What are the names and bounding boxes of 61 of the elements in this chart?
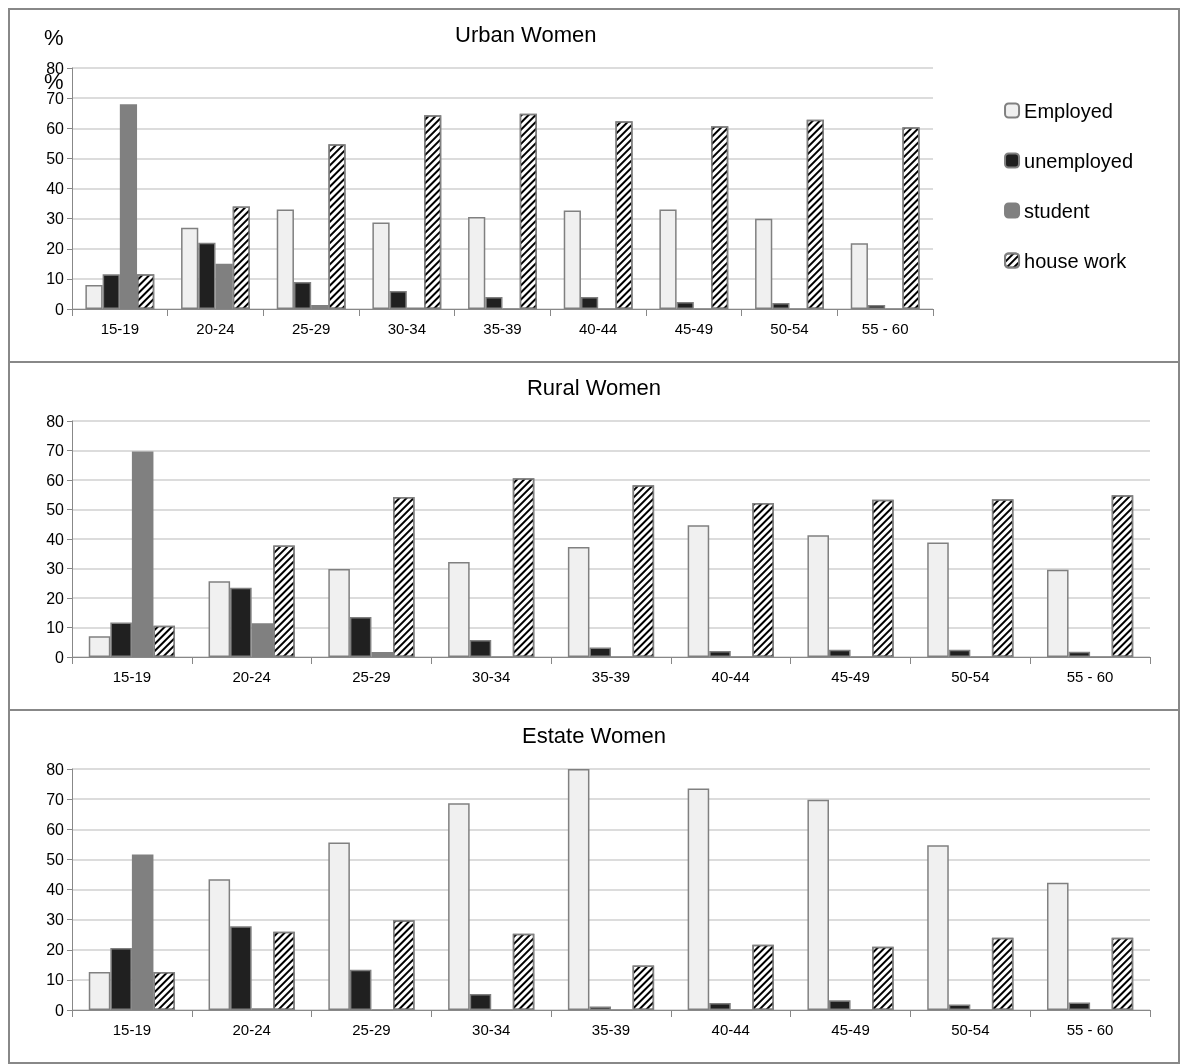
y-tick-label: 30 (46, 210, 65, 228)
y-tick-label: 20 (46, 941, 65, 959)
y-tick-label: 10 (46, 619, 65, 636)
y-tick-label: 60 (46, 820, 65, 838)
y-tick-label: 50 (46, 149, 65, 167)
x-tick-label: 25-29 (352, 1021, 391, 1038)
x-tick-label: 20-24 (232, 668, 271, 685)
y-tick-label: 40 (46, 881, 65, 898)
y-tick-label: 60 (46, 119, 65, 137)
x-tick-label: 40-44 (711, 1021, 750, 1038)
x-tick-label: 50-54 (951, 668, 990, 685)
y-tick-label: 10 (46, 270, 65, 288)
y-tick-label: 30 (46, 560, 65, 577)
y-tick-label: 60 (46, 471, 65, 489)
x-tick-label: 30-34 (387, 320, 427, 337)
x-tick-label: 45-49 (831, 1021, 870, 1038)
y-tick-label: 30 (46, 911, 65, 929)
y-tick-label: 70 (46, 790, 65, 808)
y-tick-label: 50 (46, 850, 65, 868)
x-tick-label: 20-24 (232, 1021, 271, 1038)
x-tick-label: 30-34 (472, 668, 511, 685)
y-tick-label: 40 (46, 530, 65, 548)
x-tick-label: 50-54 (951, 1021, 990, 1038)
legend-label: unemployed (1024, 149, 1133, 172)
y-tick-label: 0 (55, 300, 65, 318)
chart-title: Urban Women (455, 21, 597, 47)
x-tick-label: 45-49 (831, 668, 870, 685)
x-tick-label: 35-39 (483, 320, 522, 337)
x-tick-label: 40-44 (578, 320, 618, 337)
x-tick-label: 50-54 (770, 320, 809, 337)
y-tick-label: 70 (46, 442, 65, 459)
y-tick-label: 20 (46, 589, 65, 607)
x-tick-label: 20-24 (196, 320, 235, 337)
x-tick-label: 15-19 (112, 1021, 152, 1038)
x-tick-label: 35-39 (591, 1021, 631, 1038)
x-tick-label: 40-44 (711, 668, 750, 685)
legend-label: house work (1024, 249, 1128, 272)
y-tick-label: 70 (46, 89, 65, 107)
y-tick-label: 50 (46, 501, 65, 518)
x-tick-label: 25-29 (352, 668, 391, 685)
chart-title: Rural Women (526, 374, 662, 400)
y-tick-label: 80 (46, 760, 65, 778)
x-tick-label: 55 - 60 (861, 320, 909, 337)
x-tick-label: 15-19 (100, 320, 140, 337)
chart-title: Estate Women (522, 722, 666, 748)
x-tick-label: 55 - 60 (1066, 1021, 1114, 1038)
x-tick-label: 15-19 (112, 668, 152, 685)
y-tick-label: 20 (46, 240, 65, 258)
x-tick-label: 35-39 (591, 668, 631, 685)
legend-label: student (1024, 199, 1091, 222)
x-tick-label: 55 - 60 (1066, 668, 1114, 685)
y-tick-label: 10 (46, 971, 65, 989)
x-tick-label: 45-49 (674, 320, 714, 337)
y-axis-title: % (44, 24, 64, 50)
legend-label: Employed (1024, 99, 1113, 122)
y-tick-label: 80 (46, 412, 65, 430)
y-tick-label: 0 (55, 1001, 65, 1019)
y-tick-label: 40 (46, 180, 65, 197)
y-tick-label: 0 (55, 648, 65, 666)
x-tick-label: 25-29 (291, 320, 331, 337)
x-tick-label: 30-34 (472, 1021, 511, 1038)
